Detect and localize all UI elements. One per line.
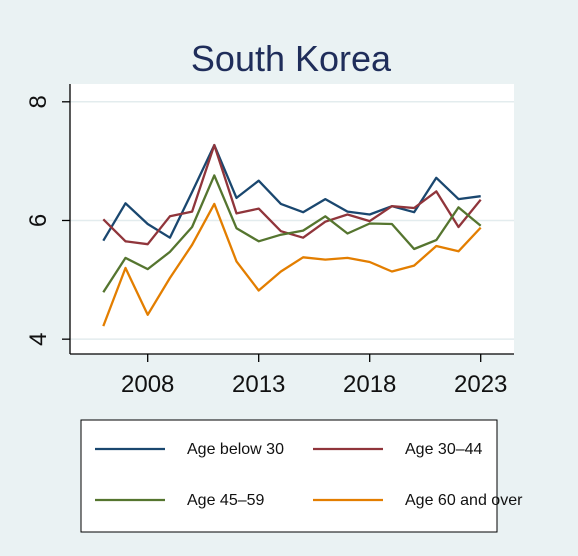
y-tick-label: 8 [25,95,52,108]
series-line-age-60-and-over [102,202,482,327]
legend-label: Age 30–44 [405,441,483,458]
x-tick-label: 2018 [343,371,396,398]
x-tick-label: 2008 [121,371,174,398]
chart-title: South Korea [191,38,392,79]
x-tick-label: 2023 [454,371,507,398]
legend-entry: Age 60 and over [313,492,523,509]
series-lines [102,143,482,327]
y-tick-label: 4 [25,332,52,345]
x-tick-label: 2013 [232,371,285,398]
legend-entry: Age 30–44 [313,441,483,458]
legend-entry: Age below 30 [95,441,284,458]
axes [69,84,514,355]
legend-label: Age below 30 [187,441,284,458]
series-line-age-30-44 [102,143,482,246]
series-line-age-45-59 [102,174,482,293]
legend-label: Age 45–59 [187,492,265,509]
legend: Age below 30 Age 30–44 Age 45–59 Age 60 and… [80,419,523,533]
legend-label: Age 60 and over [405,492,523,509]
legend-box [80,419,498,533]
plot-area [70,84,514,354]
y-tick-label: 6 [25,214,52,227]
legend-entry: Age 45–59 [95,492,265,509]
ticks: 4 6 8 2008 2013 2018 2023 [25,95,507,398]
